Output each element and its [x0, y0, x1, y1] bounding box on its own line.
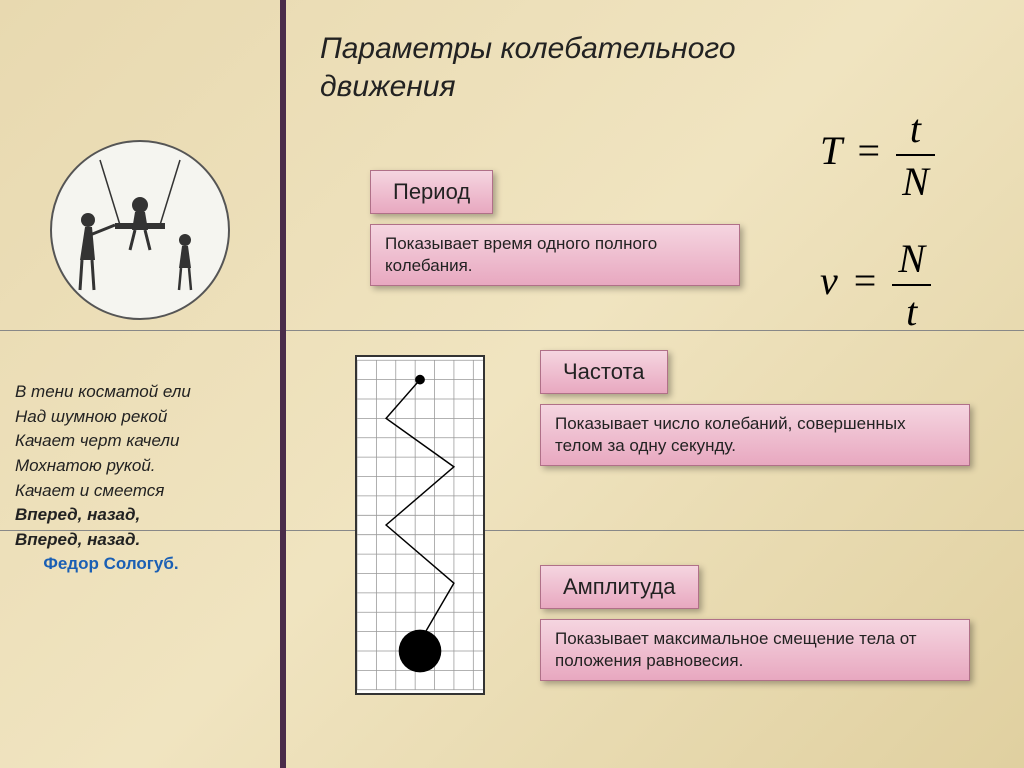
formula-period: T = t N: [820, 105, 935, 205]
desc-amplitude: Показывает максимальное смещение тела от…: [540, 619, 970, 681]
sidebar: В тени косматой ели Над шумною рекой Кач…: [0, 0, 280, 768]
slide-title: Параметры колебательного движения: [320, 30, 1004, 105]
fraction: N t: [892, 235, 931, 335]
poem-line-bold: Вперед, назад,: [15, 503, 265, 528]
swing-illustration: [50, 140, 230, 320]
desc-period: Показывает время одного полного колебани…: [370, 224, 740, 286]
poem-author-line: Федор Сологуб.: [15, 552, 265, 577]
desc-frequency: Показывает число колебаний, совершенных …: [540, 404, 970, 466]
label-amplitude: Амплитуда: [540, 565, 699, 609]
poem-line: Над шумною рекой: [15, 405, 265, 430]
equals-sign: =: [848, 258, 883, 303]
label-period: Период: [370, 170, 493, 214]
poem-line: Качает черт качели: [15, 429, 265, 454]
title-line: движения: [320, 70, 455, 103]
poem-author: Федор Сологуб.: [43, 554, 178, 573]
section-period: Период Показывает время одного полного к…: [370, 170, 740, 286]
formula-lhs: T: [820, 128, 842, 173]
section-frequency: Частота Показывает число колебаний, сове…: [540, 350, 970, 466]
pendulum-diagram: [355, 355, 485, 695]
poem-line: Качает и смеется: [15, 479, 265, 504]
formula-lhs: ν: [820, 258, 838, 303]
poem-block: В тени косматой ели Над шумною рекой Кач…: [10, 380, 270, 577]
title-line: Параметры колебательного: [320, 32, 736, 65]
poem-line: Мохнатою рукой.: [15, 454, 265, 479]
fraction: t N: [896, 105, 935, 205]
numerator: t: [896, 105, 935, 156]
section-amplitude: Амплитуда Показывает максимальное смещен…: [540, 565, 970, 681]
poem-line-bold: Вперед, назад.: [15, 528, 265, 553]
numerator: N: [892, 235, 931, 286]
slide-container: В тени косматой ели Над шумною рекой Кач…: [0, 0, 1024, 768]
poem-line: В тени косматой ели: [15, 380, 265, 405]
denominator: t: [892, 286, 931, 335]
label-frequency: Частота: [540, 350, 668, 394]
denominator: N: [896, 156, 935, 205]
equals-sign: =: [852, 128, 887, 173]
formula-frequency: ν = N t: [820, 235, 931, 335]
